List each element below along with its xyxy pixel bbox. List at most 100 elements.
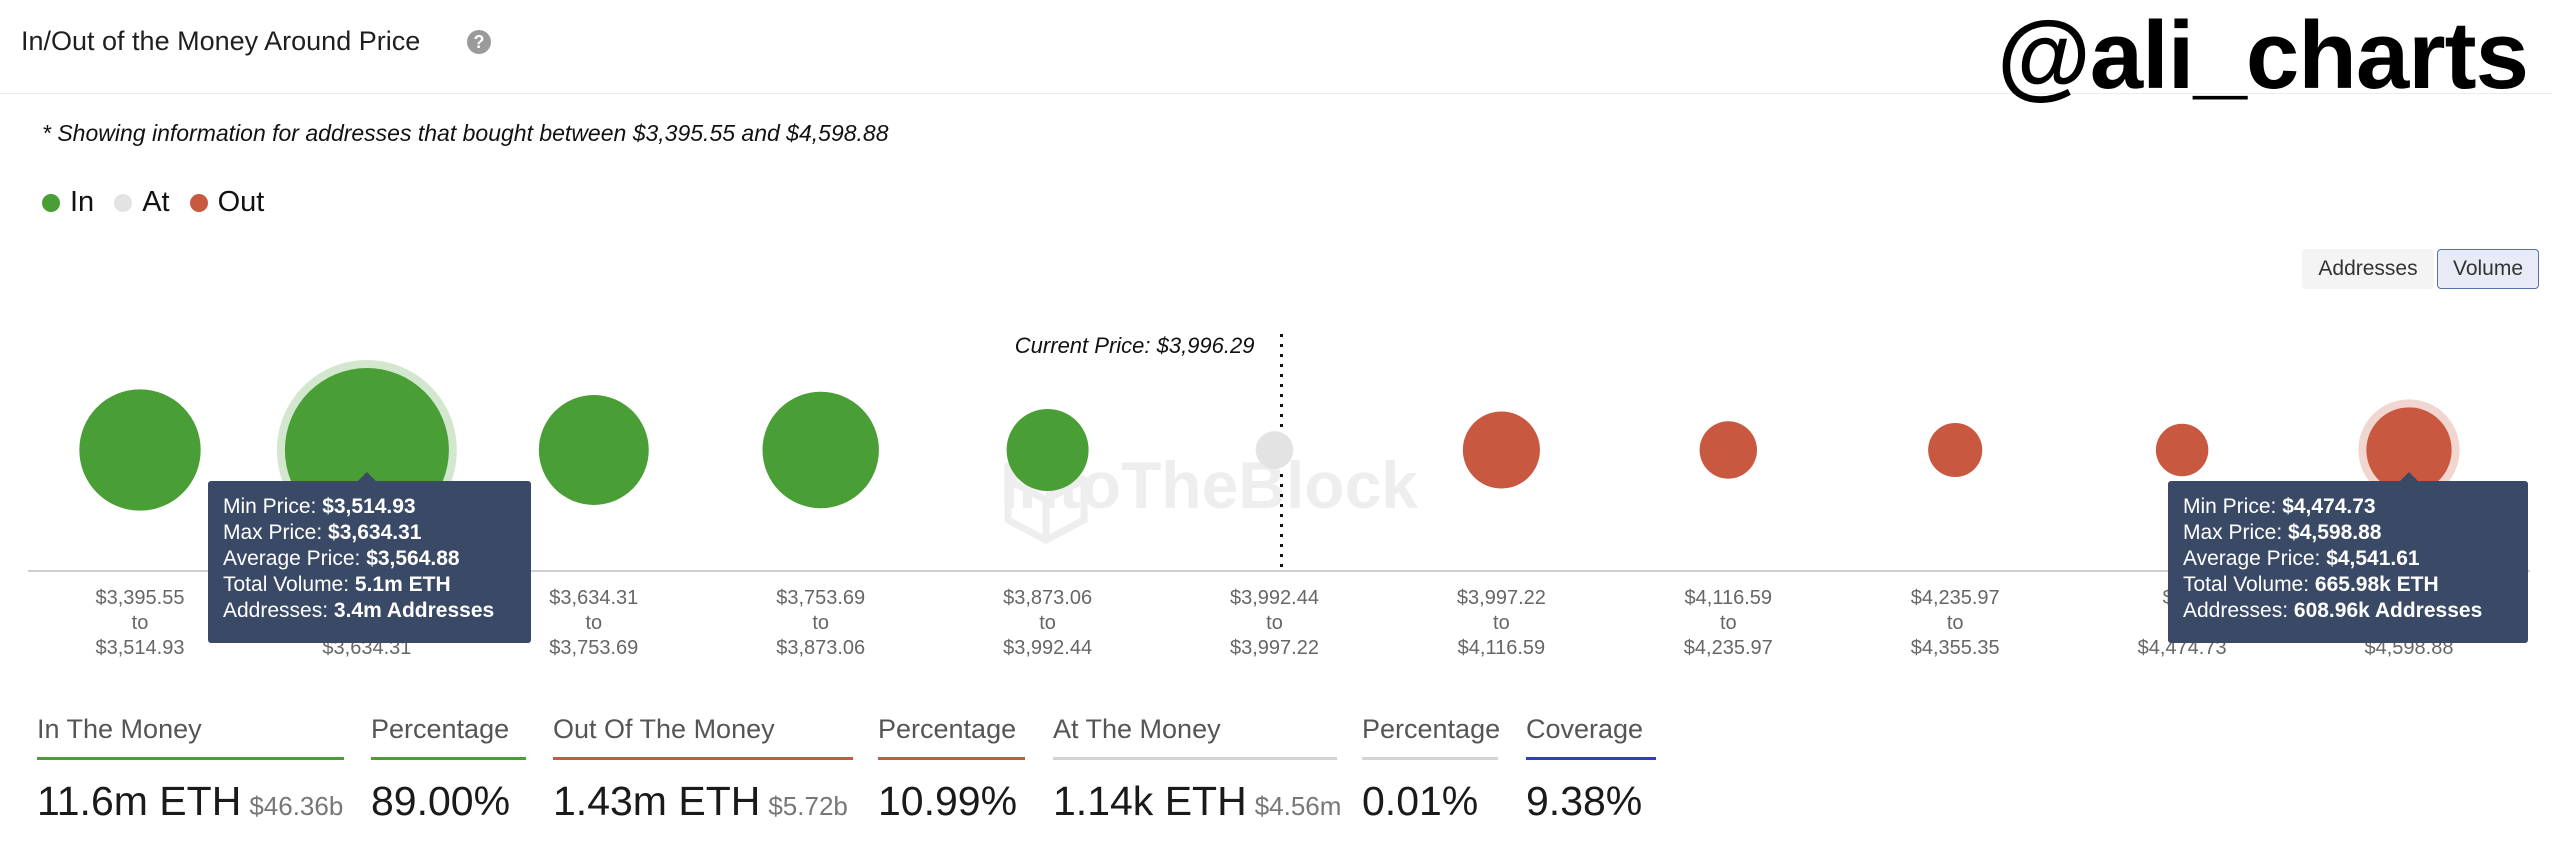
stat-underline-6 <box>1526 757 1656 760</box>
tooltip-row-0-3: Total Volume: 5.1m ETH <box>223 573 451 596</box>
bucket-label-3-1: to <box>812 612 829 634</box>
stat-1: Percentage 89.00% <box>371 714 526 825</box>
summary-stats: In The Money 11.6m ETH $46.36b Percentage 89… <box>0 714 2552 850</box>
bucket-label-5-0: $3,992.44 <box>1230 587 1319 609</box>
legend-label-in: In <box>70 186 95 218</box>
tooltip-0: Min Price: $3,514.93 Max Price: $3,634.31… <box>208 472 531 643</box>
legend-label-at: At <box>142 186 170 218</box>
bucket-label-7-2: $4,235.97 <box>1684 637 1773 659</box>
stat-label-5: Percentage <box>1362 714 1501 744</box>
bucket-label-2-0: $3,634.31 <box>549 587 638 609</box>
stat-label-6: Coverage <box>1526 714 1644 744</box>
bubble-0 <box>79 389 201 511</box>
bucket-label-0-0: $3,395.55 <box>96 587 185 609</box>
help-icon[interactable]: ? <box>467 30 491 54</box>
stat-label-0: In The Money <box>37 714 202 744</box>
bucket-label-5-1: to <box>1266 612 1283 634</box>
tooltip-row-1-1: Max Price: $4,598.88 <box>2183 521 2382 544</box>
bubble-9 <box>2155 423 2209 477</box>
bucket-label-4-0: $3,873.06 <box>1003 587 1092 609</box>
tooltip-row-0-0: Min Price: $3,514.93 <box>223 495 416 518</box>
bubble-7 <box>1699 421 1758 479</box>
stat-2: Out Of The Money 1.43m ETH $5.72b <box>553 714 853 825</box>
tooltip-row-0-2: Average Price: $3,564.88 <box>223 547 460 570</box>
current-price-label: Current Price: $3,996.29 <box>1015 333 1255 358</box>
stat-label-3: Percentage <box>878 714 1017 744</box>
bucket-label-2-1: to <box>585 612 602 634</box>
stat-underline-1 <box>371 757 526 760</box>
stat-value-3: 10.99% <box>878 778 1018 824</box>
page-title: In/Out of the Money Around Price <box>21 26 421 56</box>
tooltip-arrow-0 <box>357 472 376 481</box>
stat-value-6: 9.38% <box>1526 778 1643 824</box>
bucket-label-0-1: to <box>132 612 149 634</box>
stat-subvalue-2: $5.72b <box>768 791 848 821</box>
bubble-6 <box>1462 411 1540 489</box>
bucket-label-0-2: $3,514.93 <box>96 637 185 659</box>
stat-subvalue-0: $46.36b <box>249 791 344 821</box>
tooltip-arrow-1 <box>2400 472 2418 481</box>
legend-item-in[interactable]: In <box>42 186 94 219</box>
bucket-label-6-1: to <box>1493 612 1510 634</box>
bucket-label-3-0: $3,753.69 <box>776 587 865 609</box>
bucket-label-4-1: to <box>1039 612 1056 634</box>
chart-header: In/Out of the Money Around Price ? @ali_… <box>0 0 2552 106</box>
stat-value-4: 1.14k ETH $4.56m <box>1053 778 1342 824</box>
stat-subvalue-4: $4.56m <box>1254 791 1342 821</box>
bucket-label-6-2: $4,116.59 <box>1458 637 1546 659</box>
stat-underline-2 <box>553 757 853 760</box>
bucket-label-2-2: $3,753.69 <box>549 637 638 659</box>
stat-label-1: Percentage <box>371 714 510 744</box>
bubble-5 <box>1255 431 1294 469</box>
legend-label-out: Out <box>217 186 265 218</box>
tooltip-box-1 <box>2168 481 2528 643</box>
legend-dot-at <box>114 193 133 212</box>
bucket-label-7-1: to <box>1720 612 1737 634</box>
bubble-3 <box>762 391 879 509</box>
stat-3: Percentage 10.99% <box>878 714 1025 825</box>
stat-underline-3 <box>878 757 1025 760</box>
tooltip-row-0-1: Max Price: $3,634.31 <box>223 521 422 544</box>
tooltip-row-1-3: Total Volume: 665.98k ETH <box>2183 573 2439 596</box>
tooltip-row-1-0: Min Price: $4,474.73 <box>2183 495 2376 518</box>
tooltip-1: Min Price: $4,474.73 Max Price: $4,598.88… <box>2168 472 2528 643</box>
stat-underline-0 <box>37 757 344 760</box>
bucket-label-6-0: $3,997.22 <box>1457 587 1546 609</box>
bucket-label-7-0: $4,116.59 <box>1685 587 1773 609</box>
legend-item-at[interactable]: At <box>114 186 170 219</box>
author-handle: @ali_charts <box>1997 2 2529 109</box>
bucket-label-8-1: to <box>1947 612 1964 634</box>
volume-toggle-button[interactable]: Volume <box>2437 249 2539 289</box>
bubble-8 <box>1928 422 1983 478</box>
legend-dot-out <box>189 193 208 212</box>
stat-value-2: 1.43m ETH $5.72b <box>553 778 848 824</box>
stat-label-4: At The Money <box>1053 714 1221 744</box>
tooltip-row-1-2: Average Price: $4,541.61 <box>2183 547 2420 570</box>
stat-4: At The Money 1.14k ETH $4.56m <box>1053 714 1342 825</box>
bubble-2 <box>538 395 649 505</box>
tooltip-row-0-4: Addresses: 3.4m Addresses <box>223 599 494 622</box>
stat-0: In The Money 11.6m ETH $46.36b <box>37 714 344 825</box>
bubble-4 <box>1006 409 1089 491</box>
bubble-10 <box>2366 407 2452 493</box>
bucket-label-4-2: $3,992.44 <box>1003 637 1092 659</box>
bucket-label-8-2: $4,355.35 <box>1911 637 2000 659</box>
stat-6: Coverage 9.38% <box>1526 714 1656 825</box>
bucket-label-3-2: $3,873.06 <box>776 637 865 659</box>
tooltip-box-0 <box>208 481 531 643</box>
tooltip-row-1-4: Addresses: 608.96k Addresses <box>2183 599 2482 622</box>
stat-value-1: 89.00% <box>371 778 511 824</box>
legend: In At Out <box>42 186 284 219</box>
bucket-label-5-2: $3,997.22 <box>1230 637 1319 659</box>
legend-item-out[interactable]: Out <box>189 186 265 219</box>
stat-value-0: 11.6m ETH $46.36b <box>37 778 344 824</box>
stat-label-2: Out Of The Money <box>553 714 775 744</box>
stat-underline-4 <box>1053 757 1337 760</box>
watermark-cube-icon <box>1004 456 1088 544</box>
stat-5: Percentage 0.01% <box>1362 714 1501 825</box>
range-note: * Showing information for addresses that… <box>42 120 889 146</box>
addresses-toggle-button[interactable]: Addresses <box>2302 249 2434 289</box>
stat-underline-5 <box>1362 757 1498 760</box>
stat-value-5: 0.01% <box>1362 778 1479 824</box>
